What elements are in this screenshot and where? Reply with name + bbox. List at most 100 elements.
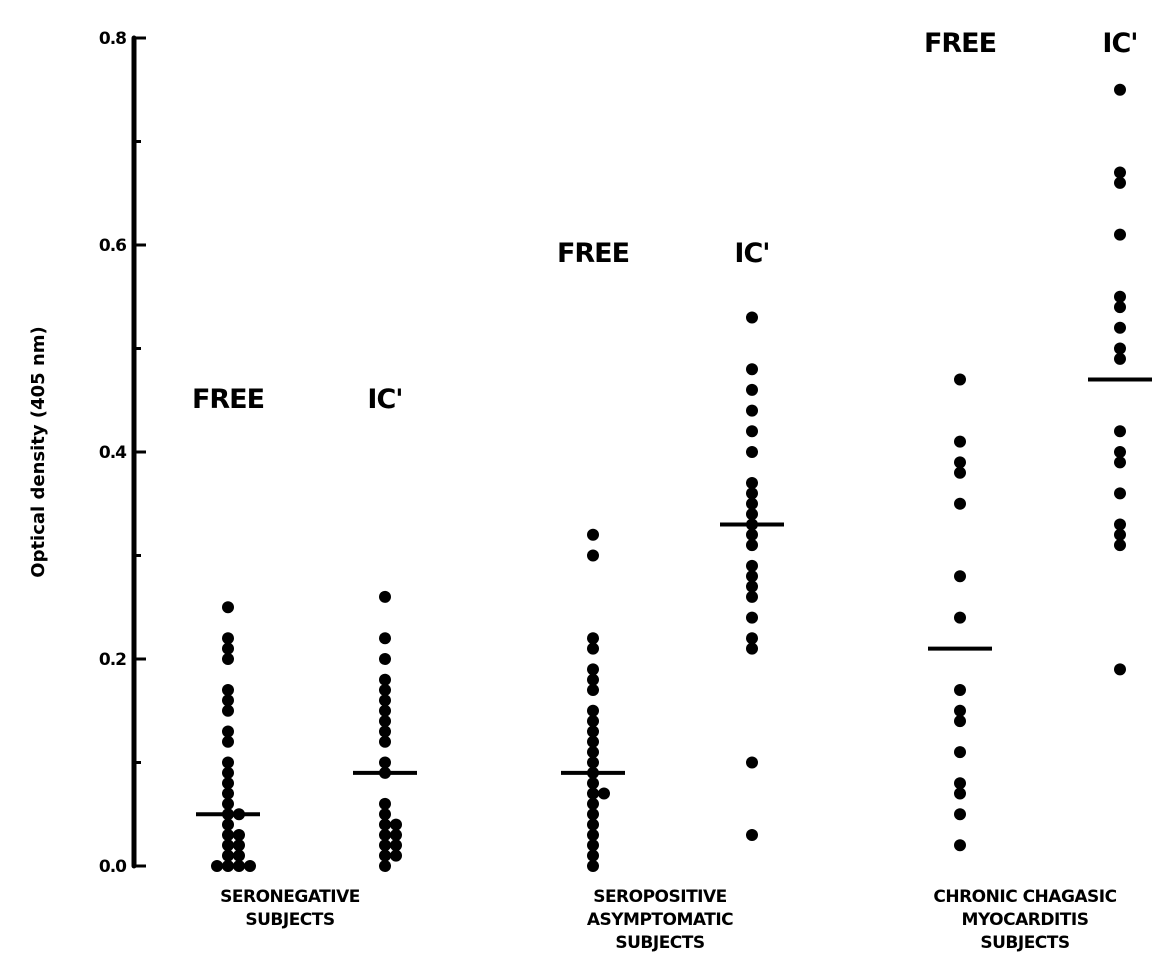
group-label: SUBJECTS: [615, 933, 704, 953]
data-point: [746, 611, 758, 624]
data-point: [222, 849, 234, 862]
y-tick-label: 0.2: [99, 650, 126, 670]
column-label: FREE: [192, 384, 264, 415]
data-point: [746, 756, 758, 769]
data-point: [222, 684, 234, 697]
data-point: [1114, 321, 1126, 334]
data-point: [587, 746, 599, 759]
data-point: [587, 549, 599, 562]
data-point: [746, 559, 758, 572]
data-point: [233, 828, 245, 841]
data-point: [379, 653, 391, 665]
data-point: [954, 466, 966, 479]
data-point: [379, 704, 391, 717]
data-point: [379, 828, 391, 841]
data-point: [954, 570, 966, 583]
data-point: [587, 735, 599, 748]
column-labels: FREE IC' FREE IC' FREE IC': [192, 28, 1139, 415]
data-point: [222, 766, 234, 779]
data-point: [954, 839, 966, 852]
data-point: [746, 508, 758, 521]
data-point: [1114, 166, 1126, 179]
group-label: SERONEGATIVE: [220, 887, 360, 907]
data-point: [222, 704, 234, 717]
data-point: [379, 849, 391, 862]
data-point: [587, 642, 599, 655]
data-point: [222, 839, 234, 852]
data-point: [222, 653, 234, 665]
data-point: [587, 828, 599, 841]
data-point: [746, 580, 758, 593]
data-point: [954, 777, 966, 790]
data-point: [1114, 342, 1126, 355]
data-point: [746, 632, 758, 645]
y-ticks: 0.0 0.2 0.4 0.6 0.8: [99, 29, 146, 877]
column-label: IC': [367, 384, 402, 415]
data-point: [1114, 663, 1126, 676]
column-label: FREE: [557, 238, 629, 269]
data-point: [954, 435, 966, 448]
data-point: [954, 787, 966, 800]
column-label: IC': [1102, 28, 1137, 59]
data-point: [587, 704, 599, 717]
data-point: [222, 797, 234, 810]
data-point: [390, 818, 402, 831]
data-point: [587, 849, 599, 862]
data-point: [746, 570, 758, 583]
data-point: [954, 373, 966, 386]
data-point: [1114, 176, 1126, 189]
data-point: [954, 684, 966, 697]
data-point: [954, 456, 966, 469]
data-point: [379, 715, 391, 728]
data-point: [390, 849, 402, 862]
data-point: [746, 528, 758, 541]
column-label: FREE: [924, 28, 996, 59]
data-point: [1114, 425, 1126, 438]
data-point: [587, 632, 599, 645]
data-point: [390, 828, 402, 841]
data-marks: [196, 83, 1152, 872]
data-point: [746, 590, 758, 603]
data-point: [587, 715, 599, 728]
data-point: [1114, 83, 1126, 96]
data-point: [222, 828, 234, 841]
data-point: [233, 860, 245, 872]
data-point: [379, 756, 391, 769]
data-point: [379, 725, 391, 738]
data-point: [587, 756, 599, 769]
data-point: [222, 777, 234, 790]
data-point: [222, 787, 234, 800]
data-point: [1114, 352, 1126, 365]
data-point: [587, 797, 599, 810]
data-point: [233, 839, 245, 852]
data-point: [222, 735, 234, 748]
group-labels: SERONEGATIVE SUBJECTS SEROPOSITIVE ASYMPTOM…: [220, 887, 1117, 953]
data-point: [222, 725, 234, 738]
data-point: [746, 487, 758, 500]
data-point: [587, 839, 599, 852]
data-point: [1114, 456, 1126, 469]
data-point: [587, 528, 599, 541]
data-point: [587, 663, 599, 676]
group-label: CHRONIC CHAGASIC: [933, 887, 1116, 907]
y-tick-label: 0.0: [99, 857, 127, 877]
data-point: [954, 704, 966, 717]
data-point: [379, 632, 391, 645]
data-point: [1114, 301, 1126, 314]
data-point: [746, 383, 758, 396]
data-point: [587, 787, 599, 800]
data-point: [746, 363, 758, 376]
data-point: [379, 735, 391, 748]
data-point: [379, 808, 391, 821]
data-point: [746, 477, 758, 490]
data-point: [587, 808, 599, 821]
y-axis-label: Optical density (405 nm): [28, 326, 49, 577]
group-label: ASYMPTOMATIC: [587, 910, 733, 930]
data-point: [211, 860, 223, 872]
data-point: [587, 684, 599, 697]
data-point: [746, 446, 758, 458]
data-point: [587, 860, 599, 872]
data-point: [746, 539, 758, 552]
y-tick-label: 0.6: [99, 236, 126, 256]
